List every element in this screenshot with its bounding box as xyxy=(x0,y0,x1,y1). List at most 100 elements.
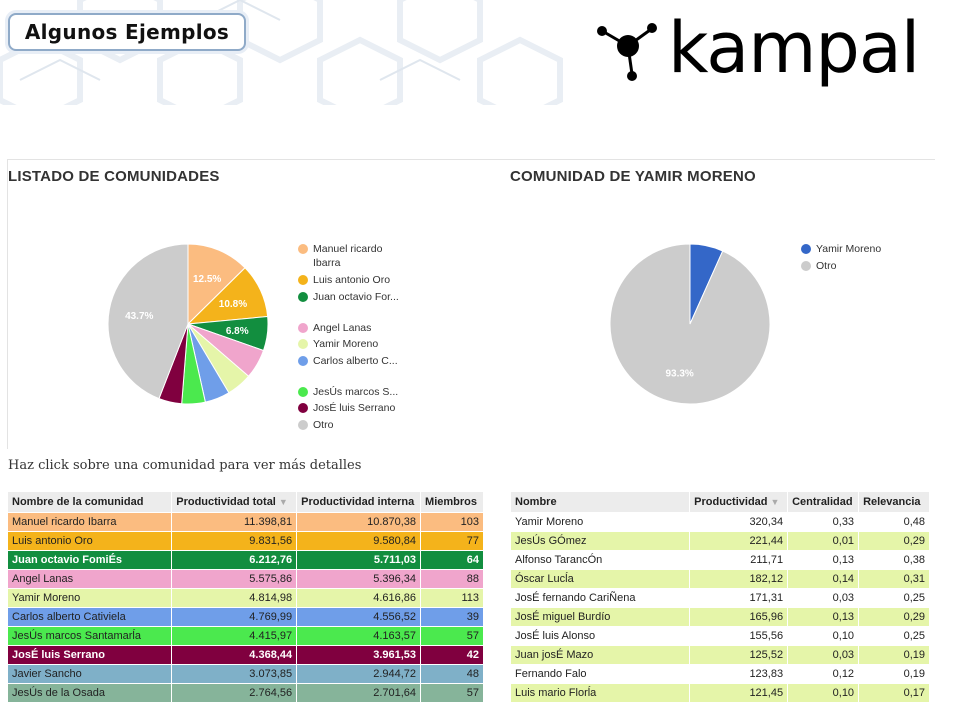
communities-data-label-juan-octavio-for: 6.8% xyxy=(226,326,249,337)
communities-table-header-productividad-interna[interactable]: Productividad interna xyxy=(296,491,422,513)
communities-table-cell-nombre-de-la-comunidad: Juan octavio FomiÉs xyxy=(6,550,173,570)
members-table-row[interactable]: JesÚs GÓmez 221,44 0,01 0,29 xyxy=(509,531,930,551)
communities-legend-item-luis-antonio-oro[interactable]: Luis antonio Oro xyxy=(298,273,408,287)
communities-table-cell-miembros: 88 xyxy=(420,569,484,589)
community-detail-legend-item-otro[interactable]: Otro xyxy=(801,259,911,273)
communities-table-cell-miembros: 42 xyxy=(420,645,484,665)
legend-label: Luis antonio Oro xyxy=(313,274,391,286)
communities-legend-item-otro[interactable]: Otro xyxy=(298,418,408,432)
members-table-row[interactable]: Luis mario Florĺa 121,45 0,10 0,17 xyxy=(509,683,930,703)
communities-slice-otro[interactable] xyxy=(107,243,189,400)
communities-table-row[interactable]: Yamir Moreno 4.814,98 4.616,86 113 xyxy=(6,588,484,608)
communities-table-row[interactable]: Luis antonio Oro 9.831,56 9.580,84 77 xyxy=(6,531,484,551)
section-badge-label: Algunos Ejemplos xyxy=(24,20,230,44)
communities-slice-manuel-ricardo-ibarra[interactable] xyxy=(187,243,246,326)
communities-table-cell-productividad-interna: 2.944,72 xyxy=(296,664,422,684)
header-label: Productividad xyxy=(694,496,768,508)
members-table-cell-centralidad: 0,10 xyxy=(787,683,860,703)
communities-table-row[interactable]: JesÚs marcos Santamarĺa 4.415,97 4.163,57 5… xyxy=(6,626,484,646)
communities-table-cell-miembros: 57 xyxy=(420,626,484,646)
header-label: Productividad interna xyxy=(301,496,415,508)
sort-descending-icon[interactable]: ▼ xyxy=(278,497,288,507)
members-table-header-nombre[interactable]: Nombre xyxy=(509,491,691,513)
community-detail-pie-chart[interactable]: 93.3% xyxy=(602,236,778,412)
communities-table-header-productividad-total[interactable]: Productividad total ▼ xyxy=(171,491,298,513)
members-table-header-relevancia[interactable]: Relevancia xyxy=(858,491,930,513)
communities-table-row[interactable]: Javier Sancho 3.073,85 2.944,72 48 xyxy=(6,664,484,684)
members-table-row[interactable]: JosÉ luis Alonso 155,56 0,10 0,25 xyxy=(509,626,930,646)
members-table-cell-centralidad: 0,01 xyxy=(787,531,860,551)
members-table-row[interactable]: Juan josÉ Mazo 125,52 0,03 0,19 xyxy=(509,645,930,665)
communities-table-header-miembros[interactable]: Miembros xyxy=(420,491,484,513)
members-table-cell-productividad: 155,56 xyxy=(689,626,789,646)
members-table-row[interactable]: JosÉ miguel Burdío 165,96 0,13 0,29 xyxy=(509,607,930,627)
communities-table-cell-nombre-de-la-comunidad: Yamir Moreno xyxy=(6,588,173,608)
panel-frame-top xyxy=(7,159,935,160)
legend-swatch-icon xyxy=(298,419,308,430)
members-table-header-productividad[interactable]: Productividad ▼ xyxy=(689,491,789,513)
members-table-row[interactable]: Fernando Falo 123,83 0,12 0,19 xyxy=(509,664,930,684)
communities-table-cell-productividad-interna: 5.711,03 xyxy=(296,550,422,570)
community-detail-legend-item-yamir-moreno[interactable]: Yamir Moreno xyxy=(801,242,911,256)
communities-table-row[interactable]: Manuel ricardo Ibarra 11.398,81 10.870,38 1… xyxy=(6,512,484,532)
legend-swatch-icon xyxy=(298,339,308,349)
members-table-cell-relevancia: 0,31 xyxy=(858,569,930,589)
members-table-row[interactable]: Yamir Moreno 320,34 0,33 0,48 xyxy=(509,512,930,532)
members-table-cell-nombre: Fernando Falo xyxy=(509,664,691,684)
communities-table-cell-miembros: 113 xyxy=(420,588,484,608)
members-table-cell-nombre: Juan josÉ Mazo xyxy=(509,645,691,665)
members-table-cell-centralidad: 0,13 xyxy=(787,607,860,627)
members-table-cell-nombre: Óscar Lucĺa xyxy=(509,569,691,589)
kampal-logo: kampal xyxy=(594,7,934,94)
communities-table-cell-miembros: 77 xyxy=(420,531,484,551)
members-table-cell-productividad: 182,12 xyxy=(689,569,789,589)
communities-legend-item-angel-lanas[interactable]: Angel Lanas xyxy=(298,321,408,335)
community-detail-slice-otro[interactable] xyxy=(609,243,771,405)
members-table-cell-relevancia: 0,38 xyxy=(858,550,930,570)
communities-data-label-luis-antonio-oro: 10.8% xyxy=(219,299,247,310)
communities-table-header-nombre-de-la-comunidad[interactable]: Nombre de la comunidad xyxy=(6,491,173,513)
communities-table-row[interactable]: Juan octavio FomiÉs 6.212,76 5.711,03 64 xyxy=(6,550,484,570)
communities-legend: Manuel ricardo Ibarra Luis antonio Oro Jua… xyxy=(298,242,418,431)
communities-legend-item-yamir-moreno[interactable]: Yamir Moreno xyxy=(298,337,408,351)
members-table-cell-nombre: JosÉ fernando CariÑena xyxy=(509,588,691,608)
header-label: Centralidad xyxy=(792,496,853,508)
communities-table-row[interactable]: Carlos alberto Cativiela 4.769,99 4.556,52… xyxy=(6,607,484,627)
communities-table-cell-productividad-interna: 4.556,52 xyxy=(296,607,422,627)
members-table-cell-centralidad: 0,03 xyxy=(787,588,860,608)
members-table-cell-relevancia: 0,25 xyxy=(858,626,930,646)
legend-swatch-icon xyxy=(298,403,308,413)
communities-legend-item-carlos-alberto-c[interactable]: Carlos alberto C... xyxy=(298,354,408,368)
communities-legend-item-manuel-ricardo-ibarra[interactable]: Manuel ricardo Ibarra xyxy=(298,242,408,270)
legend-swatch-icon xyxy=(298,355,308,366)
members-table-row[interactable]: Alfonso TarancÓn 211,71 0,13 0,38 xyxy=(509,550,930,570)
communities-table-cell-productividad-interna: 3.961,53 xyxy=(296,645,422,665)
members-table: Nombre Productividad ▼ Centralidad Relevanci… xyxy=(509,491,930,703)
communities-table-row[interactable]: JosÉ luis Serrano 4.368,44 3.961,53 42 xyxy=(6,645,484,665)
communities-legend-item-juan-octavio-for[interactable]: Juan octavio For... xyxy=(298,290,408,304)
members-table-row[interactable]: Óscar Lucĺa 182,12 0,14 0,31 xyxy=(509,569,930,589)
communities-data-label-otro: 43.7% xyxy=(125,311,153,322)
legend-label: Otro xyxy=(313,418,334,431)
members-table-cell-relevancia: 0,48 xyxy=(858,512,930,532)
header-label: Nombre de la comunidad xyxy=(12,496,144,508)
members-table-cell-nombre: Alfonso TarancÓn xyxy=(509,550,691,570)
legend-label: Yamir Moreno xyxy=(816,243,882,255)
legend-label: Yamir Moreno xyxy=(313,338,379,350)
molecule-icon xyxy=(597,23,657,81)
communities-table-row[interactable]: Angel Lanas 5.575,86 5.396,34 88 xyxy=(6,569,484,589)
communities-pie-chart[interactable]: 12.5% 10.8% 6.8% 43.7% xyxy=(100,236,276,412)
members-table-header: Nombre Productividad ▼ Centralidad Relevanci… xyxy=(509,491,930,513)
communities-legend-item-jesus-marcos-s[interactable]: JesÚs marcos S... xyxy=(298,385,408,399)
members-table-header-centralidad[interactable]: Centralidad xyxy=(787,491,860,513)
members-table-cell-relevancia: 0,29 xyxy=(858,607,930,627)
community-detail-data-label-otro: 93.3% xyxy=(665,369,693,380)
communities-table-cell-miembros: 48 xyxy=(420,664,484,684)
members-table-cell-centralidad: 0,03 xyxy=(787,645,860,665)
communities-legend-item-jose-luis-serrano[interactable]: JosÉ luis Serrano xyxy=(298,401,408,415)
communities-table-row[interactable]: JesÚs de la Osada 2.764,56 2.701,64 57 xyxy=(6,683,484,703)
members-table-cell-productividad: 221,44 xyxy=(689,531,789,551)
members-table-cell-productividad: 125,52 xyxy=(689,645,789,665)
sort-descending-icon[interactable]: ▼ xyxy=(770,497,780,507)
members-table-row[interactable]: JosÉ fernando CariÑena 171,31 0,03 0,25 xyxy=(509,588,930,608)
